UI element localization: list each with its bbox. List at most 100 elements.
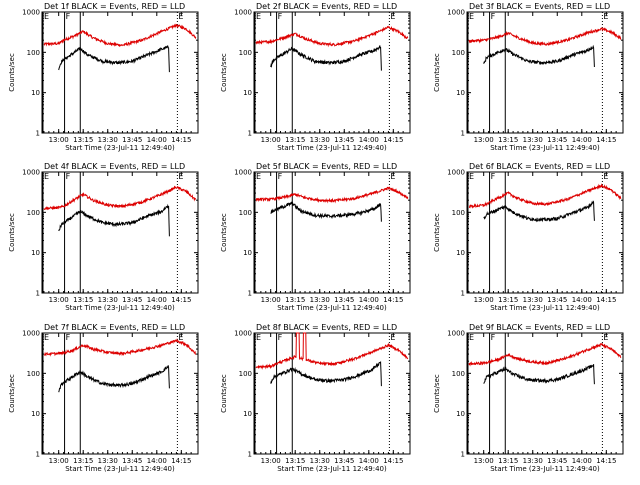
y-tick-label: 1000 xyxy=(447,9,465,17)
marker-e-label: E xyxy=(44,172,49,181)
events-series-line xyxy=(270,45,382,71)
panel-title: Det 4f BLACK = Events, RED = LLD xyxy=(44,162,185,171)
x-tick-label: 13:45 xyxy=(547,457,567,465)
marker-e-label: E xyxy=(469,172,474,181)
x-tick-label: 14:00 xyxy=(572,136,592,144)
plot-frame xyxy=(253,11,411,134)
panel-title: Det 2f BLACK = Events, RED = LLD xyxy=(256,2,397,11)
y-axis-label: Counts/sec xyxy=(220,374,228,413)
detector-panel-7: Det 7f BLACK = Events, RED = LLD 1 10 100 10… xyxy=(8,323,199,473)
x-tick-label: 13:00 xyxy=(261,457,281,465)
events-series-line xyxy=(270,201,382,222)
marker-e-label: E xyxy=(256,172,261,181)
events-series-line xyxy=(58,365,170,393)
y-tick-label: 1000 xyxy=(447,169,465,177)
marker-e-label: E xyxy=(603,12,608,21)
y-tick-label: 1 xyxy=(461,290,465,298)
events-series-line xyxy=(483,364,595,385)
x-tick-label: 13:30 xyxy=(310,457,330,465)
x-axis-label: Start Time (23-Jul-11 12:49:40) xyxy=(490,465,600,473)
lld-series-line xyxy=(255,186,409,204)
y-tick-label: 10 xyxy=(456,410,465,418)
marker-e-label: E xyxy=(256,12,261,21)
x-tick-label: 13:00 xyxy=(49,296,69,304)
x-tick-label: 14:15 xyxy=(596,296,616,304)
x-axis-label: Start Time (23-Jul-11 12:49:40) xyxy=(490,304,600,312)
marker-f-label: F xyxy=(491,172,496,181)
y-tick-label: 1 xyxy=(248,290,252,298)
y-tick-label: 10 xyxy=(243,89,252,97)
marker-f-label: F xyxy=(278,12,283,21)
x-tick-label: 14:15 xyxy=(171,457,191,465)
x-tick-label: 14:15 xyxy=(383,457,403,465)
y-tick-label: 100 xyxy=(27,49,40,57)
x-tick-label: 13:30 xyxy=(98,136,118,144)
y-axis-label: Counts/sec xyxy=(433,374,441,413)
y-tick-label: 100 xyxy=(239,49,252,57)
plot-frame xyxy=(466,171,624,294)
x-tick-label: 13:15 xyxy=(285,136,305,144)
y-tick-label: 100 xyxy=(27,209,40,217)
x-axis-label: Start Time (23-Jul-11 12:49:40) xyxy=(65,144,175,152)
y-tick-label: 1 xyxy=(36,451,40,459)
x-tick-label: 14:15 xyxy=(171,136,191,144)
marker-e-label: E xyxy=(469,12,474,21)
x-tick-label: 13:15 xyxy=(285,457,305,465)
detector-panel-6: Det 6f BLACK = Events, RED = LLD 1 10 100 10… xyxy=(433,162,624,312)
x-tick-label: 13:45 xyxy=(334,296,354,304)
x-tick-label: 13:00 xyxy=(261,136,281,144)
x-tick-label: 13:45 xyxy=(334,136,354,144)
y-tick-label: 1 xyxy=(461,130,465,138)
y-tick-label: 100 xyxy=(239,370,252,378)
y-axis-label: Counts/sec xyxy=(8,374,16,413)
plot-frame xyxy=(253,332,411,455)
detector-panel-2: Det 2f BLACK = Events, RED = LLD 1 10 100 10… xyxy=(220,2,411,152)
x-tick-label: 13:15 xyxy=(73,136,93,144)
plot-frame xyxy=(253,171,411,294)
plot-frame xyxy=(41,171,199,294)
x-tick-label: 14:00 xyxy=(572,457,592,465)
x-tick-label: 13:30 xyxy=(523,457,543,465)
y-axis-label: Counts/sec xyxy=(433,53,441,92)
x-tick-label: 13:30 xyxy=(98,296,118,304)
x-tick-label: 13:30 xyxy=(523,296,543,304)
y-tick-label: 1000 xyxy=(447,330,465,338)
marker-e-label: E xyxy=(603,333,608,342)
x-axis-label: Start Time (23-Jul-11 12:49:40) xyxy=(277,304,387,312)
marker-f-label: F xyxy=(278,333,283,342)
marker-e-label: E xyxy=(390,12,395,21)
x-tick-label: 14:15 xyxy=(596,136,616,144)
marker-f-label: F xyxy=(66,12,71,21)
x-tick-label: 13:45 xyxy=(547,296,567,304)
detector-panel-4: Det 4f BLACK = Events, RED = LLD 1 10 100 10… xyxy=(8,162,199,312)
x-axis-label: Start Time (23-Jul-11 12:49:40) xyxy=(277,144,387,152)
x-tick-label: 13:15 xyxy=(498,457,518,465)
y-tick-label: 10 xyxy=(31,249,40,257)
y-axis-label: Counts/sec xyxy=(8,53,16,92)
x-tick-label: 13:00 xyxy=(261,296,281,304)
detector-panel-1: Det 1f BLACK = Events, RED = LLD 1 10 100 10… xyxy=(8,2,199,152)
panel-title: Det 8f BLACK = Events, RED = LLD xyxy=(256,323,397,332)
x-tick-label: 13:00 xyxy=(474,457,494,465)
y-tick-label: 100 xyxy=(452,370,465,378)
x-axis-label: Start Time (23-Jul-11 12:49:40) xyxy=(65,304,175,312)
y-tick-label: 1000 xyxy=(234,169,252,177)
x-tick-label: 14:15 xyxy=(596,457,616,465)
panel-title: Det 6f BLACK = Events, RED = LLD xyxy=(469,162,610,171)
y-tick-label: 1 xyxy=(36,290,40,298)
x-tick-label: 14:00 xyxy=(147,136,167,144)
x-tick-label: 14:00 xyxy=(572,296,592,304)
plot-frame xyxy=(41,11,199,134)
y-tick-label: 1000 xyxy=(22,9,40,17)
x-tick-label: 14:00 xyxy=(359,296,379,304)
marker-f-label: F xyxy=(66,333,71,342)
marker-f-label: F xyxy=(491,12,496,21)
marker-e-label: E xyxy=(390,172,395,181)
x-tick-label: 14:15 xyxy=(171,296,191,304)
y-tick-label: 100 xyxy=(27,370,40,378)
panel-title: Det 5f BLACK = Events, RED = LLD xyxy=(256,162,397,171)
marker-e-label: E xyxy=(44,12,49,21)
y-tick-label: 10 xyxy=(456,89,465,97)
x-tick-label: 13:15 xyxy=(498,296,518,304)
